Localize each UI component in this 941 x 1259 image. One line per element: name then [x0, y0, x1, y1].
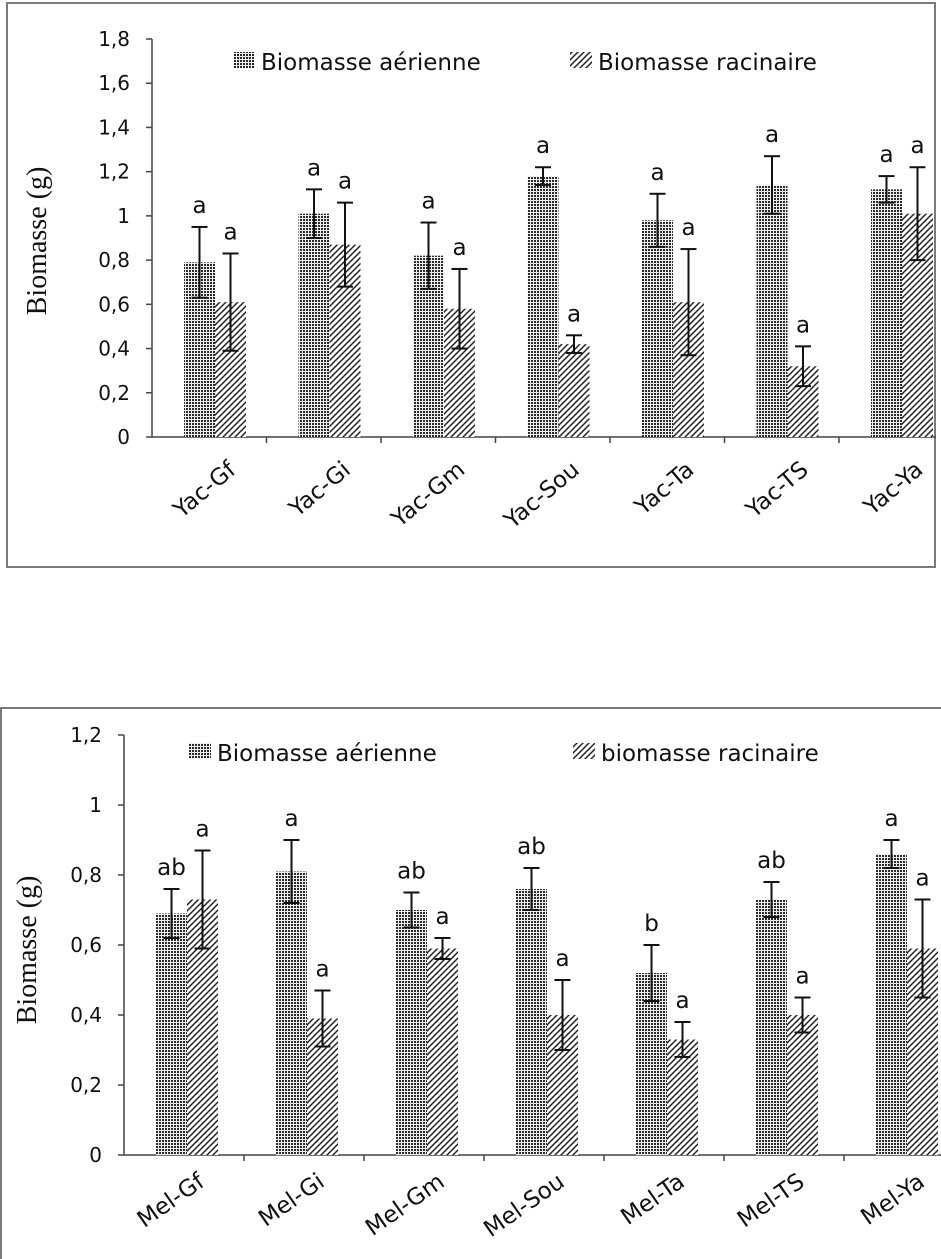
x-category-label: Mel-Gf [133, 1168, 210, 1233]
bar-aerial [642, 220, 673, 437]
chart-1: 0 0,2 0,4 0,6 0,8 1 1,2 1,4 1,6 1,8 Biomasse (g) Ya… [22, 27, 936, 535]
significance-letter: b [644, 911, 659, 937]
legend-label: Biomasse aérienne [261, 50, 481, 76]
bar-root [667, 1039, 698, 1155]
significance-letter: ab [757, 848, 786, 874]
legend-swatch [189, 743, 211, 759]
bar-aerial [756, 899, 787, 1155]
bar-root [787, 1015, 818, 1155]
significance-letter: a [567, 301, 581, 327]
significance-letter: a [884, 806, 898, 832]
significance-letter: a [435, 904, 449, 930]
y-axis-label: Biomasse (g) [12, 876, 43, 1025]
significance-letter: a [421, 189, 435, 215]
y-tick-label: 0,6 [70, 933, 102, 957]
bar-root [427, 948, 458, 1155]
y-tick-label: 0 [117, 425, 130, 449]
x-category-label: Yac-Ya [858, 457, 928, 521]
significance-letter: a [879, 142, 893, 168]
x-category-label: Mel-TS [733, 1169, 810, 1233]
y-tick-label: 0,8 [98, 248, 130, 272]
legend: Biomasse aérienne Biomasse racinaire [233, 50, 817, 76]
bar-aerial [516, 889, 547, 1155]
x-category-label: Mel-Ya [856, 1169, 929, 1231]
y-tick-label: 1,2 [98, 160, 130, 184]
legend-label: biomasse racinaire [601, 741, 819, 767]
x-category-label: Mel-Gi [254, 1169, 329, 1233]
x-category-label: Mel-Sou [479, 1169, 569, 1243]
bar-aerial [636, 973, 667, 1155]
y-tick-label: 0 [89, 1143, 102, 1167]
significance-letter: a [315, 957, 329, 983]
x-category-label: Yac-Gf [168, 456, 242, 524]
significance-letter: a [338, 169, 352, 195]
significance-letter: a [765, 122, 779, 148]
chart-2-frame [0, 707, 941, 1259]
significance-letter: a [195, 817, 209, 843]
bar-aerial [756, 184, 788, 437]
significance-letter: a [223, 219, 237, 245]
legend-label: Biomasse racinaire [598, 50, 817, 76]
y-tick-label: 1,2 [70, 723, 102, 747]
legend-swatch [233, 52, 255, 68]
significance-letter: a [284, 806, 298, 832]
significance-letter: a [536, 133, 550, 159]
bar-aerial [527, 176, 559, 438]
significance-letter: a [307, 155, 321, 181]
y-tick-label: 0,2 [70, 1073, 102, 1097]
y-tick-label: 1,6 [98, 71, 130, 95]
y-tick-label: 0,4 [98, 337, 130, 361]
legend-swatch [570, 52, 592, 68]
y-tick-label: 1,8 [98, 27, 130, 51]
chart-2: 0 0,2 0,4 0,6 0,8 1 1,2 Biomasse (g) Mel-Gf Mel-G… [12, 723, 941, 1243]
bar-aerial [156, 913, 187, 1155]
significance-letter: a [650, 160, 664, 186]
x-category-label: Mel-Gm [361, 1169, 449, 1242]
significance-letter: ab [157, 855, 186, 881]
legend: Biomasse aérienne biomasse racinaire [189, 741, 819, 767]
y-tick-label: 0,2 [98, 381, 130, 405]
legend-swatch [573, 743, 595, 759]
chart-1-frame [6, 2, 936, 568]
y-tick-label: 1 [117, 204, 130, 228]
x-category-label: Yac-Ta [629, 457, 699, 521]
y-tick-label: 0,4 [70, 1003, 102, 1027]
x-category-label: Mel-Ta [616, 1169, 689, 1231]
y-tick-label: 0,6 [98, 292, 130, 316]
y-tick-label: 0,8 [70, 863, 102, 887]
significance-letter: a [795, 964, 809, 990]
significance-letter: a [681, 215, 695, 241]
x-category-label: Yac-Gi [284, 457, 356, 523]
bar-aerial [298, 213, 330, 437]
bar-aerial [876, 854, 907, 1155]
y-tick-label: 1 [89, 793, 102, 817]
y-tick-label: 1,4 [98, 115, 130, 139]
y-axis-label: Biomasse (g) [22, 167, 53, 316]
significance-letter: a [910, 133, 924, 159]
significance-letter: a [192, 193, 206, 219]
bar-root [558, 344, 590, 437]
significance-letter: ab [397, 859, 426, 885]
bar-aerial [396, 910, 427, 1155]
x-category-label: Yac-Gm [386, 457, 470, 533]
x-category-label: Yac-TS [741, 457, 814, 524]
significance-letter: a [675, 988, 689, 1014]
significance-letter: a [796, 312, 810, 338]
bar-aerial [871, 189, 902, 437]
legend-label: Biomasse aérienne [217, 741, 437, 767]
significance-letter: a [555, 946, 569, 972]
x-category-label: Yac-Sou [499, 457, 585, 535]
significance-letter: ab [517, 834, 546, 860]
significance-letter: a [452, 235, 466, 261]
significance-letter: a [915, 866, 929, 892]
bar-aerial [276, 871, 307, 1155]
